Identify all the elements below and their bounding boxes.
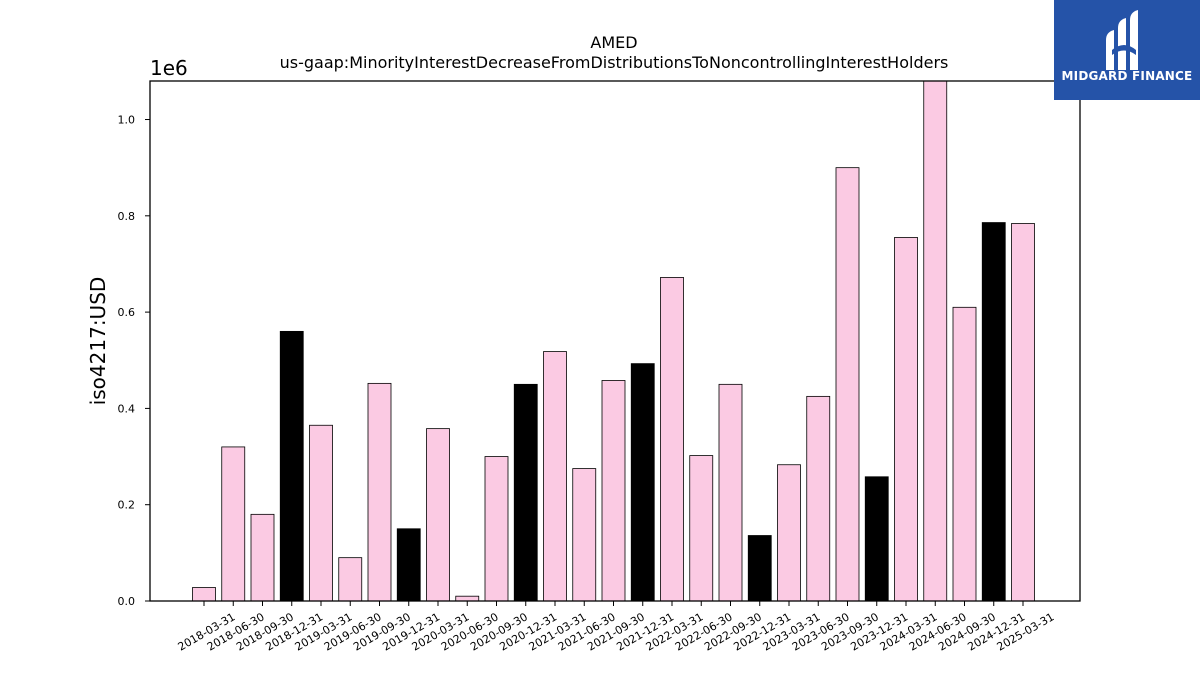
bar-2024-03-31 (894, 237, 918, 602)
bar-2018-09-30 (250, 513, 275, 602)
bar-2024-09-30 (952, 306, 977, 602)
bar-2021-03-31 (543, 351, 567, 602)
y-tick-label: 1.0 (118, 114, 136, 127)
bar-2019-03-31 (309, 424, 333, 602)
bar-2022-06-30 (689, 455, 714, 602)
bar-2023-06-30 (806, 395, 831, 602)
bar-2024-12-31 (981, 222, 1006, 602)
bar-2023-12-31 (864, 476, 889, 602)
x-axis-ticks: 2018-03-312018-06-302018-09-302018-12-31… (176, 601, 1057, 654)
bar-2018-03-31 (192, 587, 216, 602)
bar-2018-06-30 (221, 446, 246, 602)
y-axis-ticks: 0.0 0.2 0.4 0.6 0.8 1.0 (118, 114, 150, 608)
bar-2022-12-31 (747, 535, 772, 602)
y-tick-label: 0.4 (118, 402, 136, 415)
bar-2023-09-30 (835, 167, 860, 602)
midgard-m-logo-icon (1106, 10, 1138, 70)
y-tick-label: 0.0 (118, 595, 136, 608)
bar-2019-12-31 (396, 528, 421, 602)
bar-2020-06-30 (455, 595, 480, 602)
y-tick-label: 0.6 (118, 306, 136, 319)
chart-title: AMED (590, 33, 637, 52)
bar-2022-03-31 (660, 277, 684, 602)
bar-2020-09-30 (484, 456, 509, 602)
bar-2020-03-31 (426, 428, 450, 602)
bar-2021-12-31 (630, 363, 655, 602)
brand-name: MIDGARD FINANCE (1061, 69, 1193, 83)
bar-2018-12-31 (279, 330, 304, 602)
bar-2019-09-30 (367, 382, 392, 602)
brand-logo: MIDGARD FINANCE (1054, 0, 1200, 100)
plot-frame (149, 80, 1081, 602)
y-tick-label: 0.8 (118, 210, 136, 223)
y-axis-offset-label: 1e6 (150, 56, 188, 80)
bar-2022-09-30 (718, 383, 743, 602)
bar-2023-03-31 (777, 464, 801, 602)
bar-2025-03-31 (1011, 223, 1035, 602)
bar-2019-06-30 (338, 557, 363, 602)
bar-2020-12-31 (513, 383, 538, 602)
bars-group (192, 80, 1035, 602)
bar-2021-09-30 (601, 380, 626, 602)
bar-2021-06-30 (572, 468, 597, 602)
y-tick-label: 0.2 (118, 499, 136, 512)
y-axis-label: iso4217:USD (86, 277, 110, 406)
bar-2024-06-30 (923, 80, 948, 602)
chart-subtitle: us-gaap:MinorityInterestDecreaseFromDist… (280, 53, 949, 72)
